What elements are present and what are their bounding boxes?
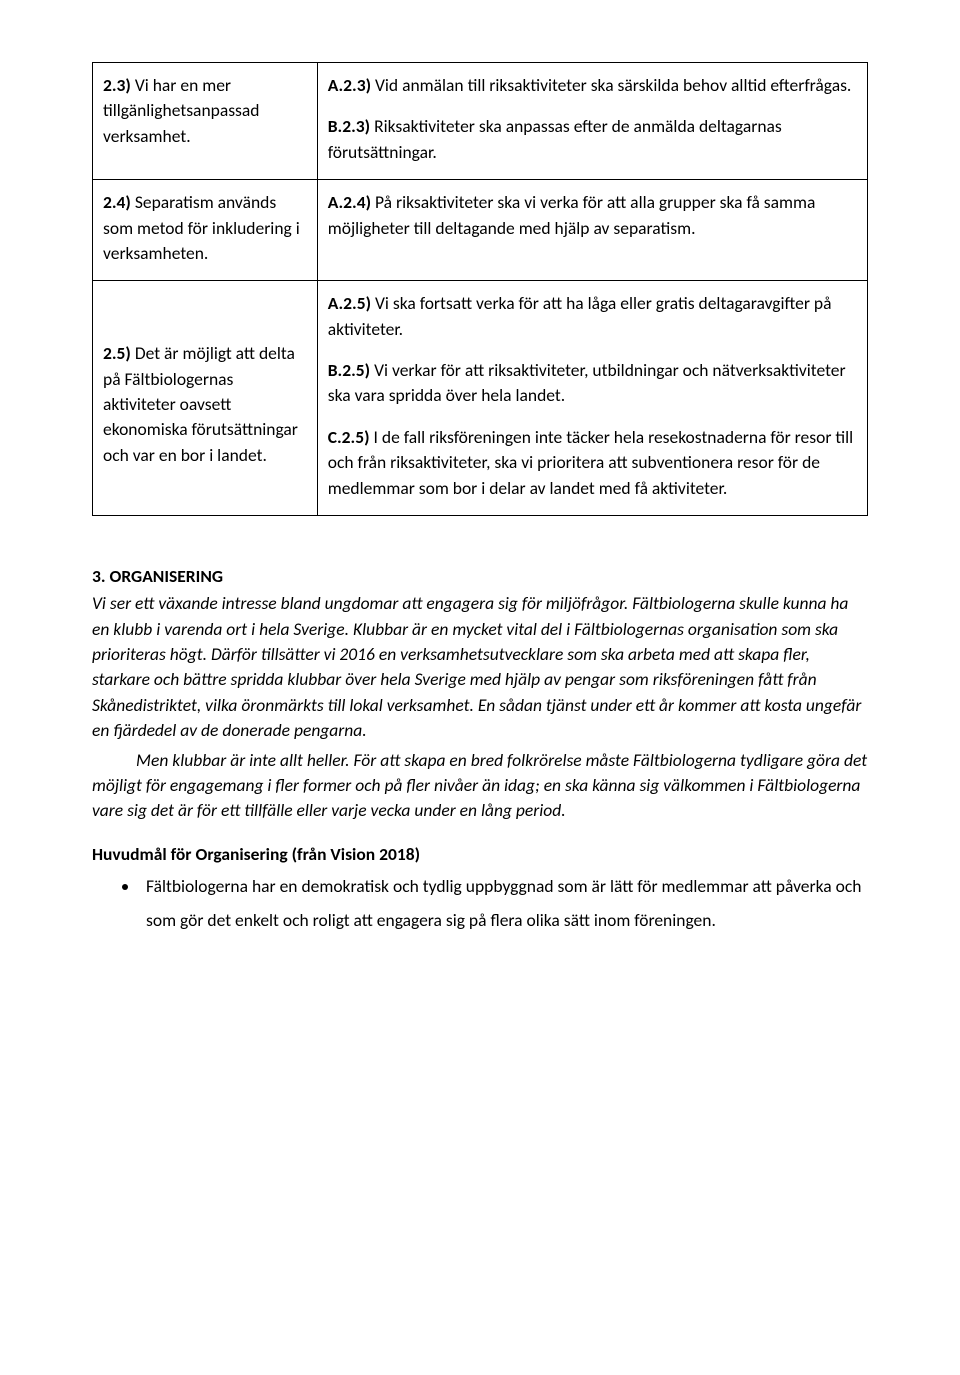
section-intro-2: Men klubbar är inte allt heller. För att… bbox=[92, 748, 868, 824]
cell-right: A.2.5) Vi ska fortsatt verka för att ha … bbox=[317, 281, 867, 516]
goal-text: 2.3) Vi har en mer tillgänlighetsanpassa… bbox=[103, 73, 307, 149]
goal-text: 2.5) Det är möjligt att delta på Fältbio… bbox=[103, 341, 307, 468]
subgoal: A.2.5) Vi ska fortsatt verka för att ha … bbox=[328, 291, 857, 342]
cell-left: 2.4) Separatism används som metod för in… bbox=[93, 180, 318, 281]
subgoal: A.2.4) På riksaktiviteter ska vi verka f… bbox=[328, 190, 857, 241]
cell-right: A.2.4) På riksaktiviteter ska vi verka f… bbox=[317, 180, 867, 281]
table-row: 2.3) Vi har en mer tillgänlighetsanpassa… bbox=[93, 63, 868, 180]
subgoal: A.2.3) Vid anmälan till riksaktiviteter … bbox=[328, 73, 857, 98]
cell-right: A.2.3) Vid anmälan till riksaktiviteter … bbox=[317, 63, 867, 180]
section-3: 3. ORGANISERING Vi ser ett växande intre… bbox=[92, 564, 868, 937]
goal-text: 2.4) Separatism används som metod för in… bbox=[103, 190, 307, 266]
table-row: 2.5) Det är möjligt att delta på Fältbio… bbox=[93, 281, 868, 516]
bullet-list: Fältbiologerna har en demokratisk och ty… bbox=[92, 869, 868, 937]
cell-left: 2.3) Vi har en mer tillgänlighetsanpassa… bbox=[93, 63, 318, 180]
cell-left: 2.5) Det är möjligt att delta på Fältbio… bbox=[93, 281, 318, 516]
subgoal: B.2.3) Riksaktiviteter ska anpassas efte… bbox=[328, 114, 857, 165]
list-item: Fältbiologerna har en demokratisk och ty… bbox=[140, 869, 868, 937]
table-row: 2.4) Separatism används som metod för in… bbox=[93, 180, 868, 281]
section-heading: 3. ORGANISERING bbox=[92, 564, 868, 589]
section-subhead: Huvudmål för Organisering (från Vision 2… bbox=[92, 842, 868, 867]
goals-table: 2.3) Vi har en mer tillgänlighetsanpassa… bbox=[92, 62, 868, 516]
subgoal: C.2.5) I de fall riksföreningen inte täc… bbox=[328, 425, 857, 501]
subgoal: B.2.5) Vi verkar för att riksaktiviteter… bbox=[328, 358, 857, 409]
section-intro-1: Vi ser ett växande intresse bland ungdom… bbox=[92, 591, 868, 743]
